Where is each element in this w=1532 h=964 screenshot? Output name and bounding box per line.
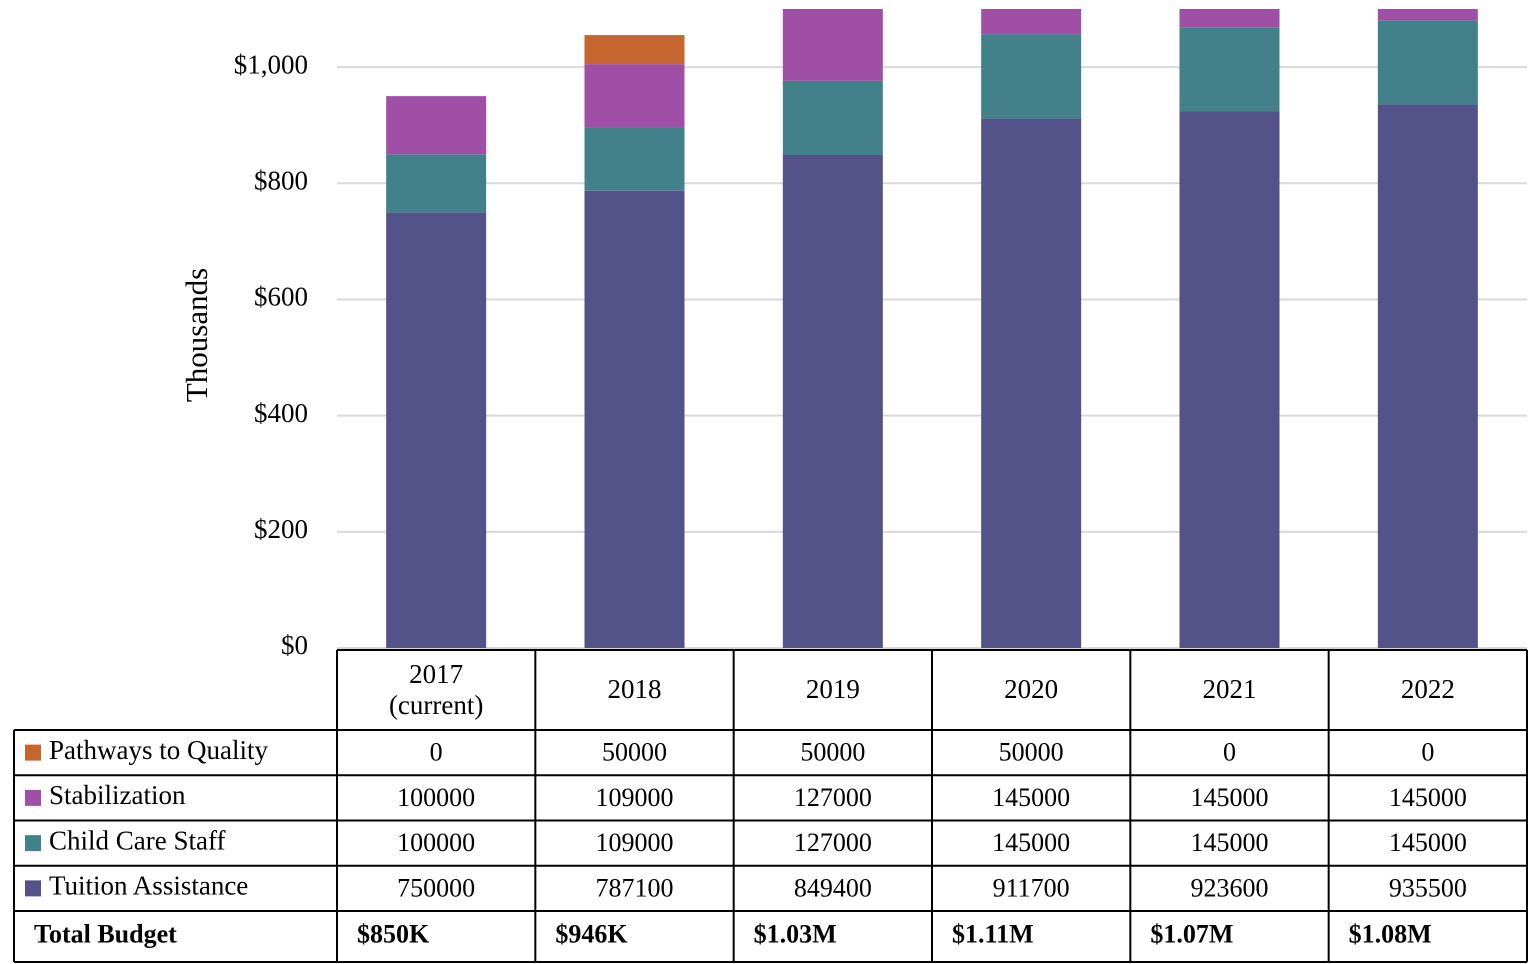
table-cell: 109000: [596, 783, 674, 812]
table-header-cell: 2018: [607, 674, 662, 705]
table-cell: 935500: [1389, 873, 1467, 902]
y-tick-label: $800: [254, 165, 308, 195]
table-header-cell: 2020: [1004, 674, 1059, 705]
table-cell: 50000: [800, 738, 865, 767]
table-cell: 50000: [999, 738, 1064, 767]
x-tick-label: 2017 (current): [388, 658, 484, 720]
table-cell: 109000: [596, 828, 674, 857]
bar-segment: [782, 154, 883, 648]
table-cell: 849400: [794, 873, 872, 902]
bar-segment: [584, 127, 685, 191]
table-header-cell: 2021: [1202, 674, 1257, 705]
table-cell: 145000: [1389, 828, 1467, 857]
total-cell: $1.11M: [952, 919, 1034, 948]
y-tick-label: $1,000: [234, 49, 308, 79]
bar-segment: [1377, 104, 1478, 648]
legend-swatch: [25, 744, 41, 761]
table-cell: 127000: [794, 783, 872, 812]
legend-swatch: [25, 789, 41, 806]
y-tick-label: $400: [254, 398, 308, 428]
bar-segment: [1179, 9, 1280, 28]
legend-label: Child Care Staff: [49, 825, 225, 855]
table-cell: 0: [1223, 738, 1236, 767]
y-tick-label: $200: [254, 514, 308, 544]
table-cell: 145000: [1191, 783, 1269, 812]
total-cell: $946K: [555, 919, 628, 948]
bar-segment: [782, 80, 883, 155]
table-cell: 100000: [397, 783, 475, 812]
y-axis-label: Thousands: [179, 268, 214, 402]
table-cell: 750000: [397, 873, 475, 902]
table-cell: 145000: [1389, 783, 1467, 812]
bar-segment: [783, 0, 883, 7]
legend-label: Pathways to Quality: [49, 735, 268, 765]
bar-segment: [386, 154, 487, 213]
bar-segment: [1377, 20, 1478, 105]
grid: [337, 66, 1527, 649]
table-cell: 145000: [1191, 828, 1269, 857]
total-cell: $1.07M: [1150, 919, 1233, 948]
table-header-cell: 2017 (current): [388, 658, 484, 720]
x-tick-label: 2018: [607, 674, 662, 705]
bars: [386, 0, 1478, 648]
table-cell: 145000: [992, 828, 1070, 857]
legend-swatch: [25, 835, 41, 852]
x-tick-label: 2022: [1400, 674, 1455, 705]
bar-segment: [1179, 27, 1280, 112]
total-label: Total Budget: [34, 919, 177, 948]
table-header-cell: 2022: [1400, 674, 1455, 705]
table-cell: 145000: [992, 783, 1070, 812]
total-cell: $1.03M: [754, 919, 837, 948]
y-tick-label: $0: [281, 630, 308, 660]
table-cell: 0: [1421, 738, 1434, 767]
table-cell: 50000: [602, 738, 667, 767]
bar-segment: [1179, 111, 1280, 648]
legend-swatch: [25, 880, 41, 897]
legend-label: Tuition Assistance: [49, 871, 248, 901]
total-cell: $1.08M: [1349, 919, 1432, 948]
table-cell: 787100: [596, 873, 674, 902]
bar-segment: [981, 118, 1082, 648]
x-tick-label: 2019: [805, 674, 860, 705]
table-cell: 911700: [993, 873, 1070, 902]
bar-segment: [584, 190, 685, 648]
table-cell: 127000: [794, 828, 872, 857]
bar-segment: [386, 96, 487, 155]
table-cell: 100000: [397, 828, 475, 857]
bar-segment: [981, 34, 1082, 119]
total-cell: $850K: [357, 919, 430, 948]
bar-segment: [584, 35, 685, 65]
bar-segment: [782, 9, 883, 81]
bar-segment: [1377, 9, 1478, 21]
x-tick-label: 2021: [1202, 674, 1257, 705]
bar-segment: [386, 212, 487, 648]
x-tick-label: 2020: [1004, 674, 1059, 705]
table-cell: 923600: [1191, 873, 1269, 902]
bar-segment: [584, 64, 685, 128]
legend-label: Stabilization: [49, 780, 186, 810]
bar-segment: [981, 9, 1082, 35]
table-cell: 0: [430, 738, 443, 767]
table-header-cell: 2019: [805, 674, 860, 705]
y-tick-label: $600: [254, 282, 308, 312]
